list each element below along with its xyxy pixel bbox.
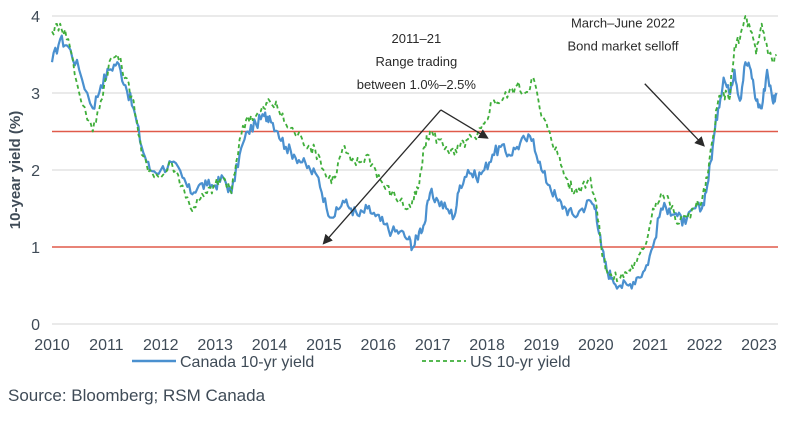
reference-lines <box>52 130 778 248</box>
series-lines <box>50 15 778 290</box>
legend-label-canada: Canada 10-yr yield <box>180 354 314 371</box>
source-note: Source: Bloomberg; RSM Canada <box>8 386 266 405</box>
x-tick-label-2016: 2016 <box>360 337 396 354</box>
y-tick-label-2: 2 <box>31 163 40 180</box>
annotation-range-arrow-1 <box>440 109 489 139</box>
y-tick-label-4: 4 <box>31 9 40 26</box>
legend-label-us: US 10-yr yield <box>470 354 570 371</box>
x-tick-label-2023: 2023 <box>741 337 777 354</box>
x-tick-label-2014: 2014 <box>252 337 288 354</box>
x-tick-label-2011: 2011 <box>89 337 124 354</box>
annotation-selloff-arrow-0 <box>644 83 705 147</box>
annotation-range-line-0: 2011–21 <box>392 31 442 46</box>
annotation-selloff-line-1: Bond market selloff <box>567 39 678 54</box>
annotations: 2011–21 Range trading between 1.0%–2.5% Mar… <box>322 16 705 245</box>
axes: 0 1 2 3 4 2010 2011 2012 2013 2014 2015 2016 2017 201… <box>31 9 777 354</box>
x-tick-label-2021: 2021 <box>632 337 668 354</box>
x-tick-label-2018: 2018 <box>469 337 505 354</box>
x-tick-label-2010: 2010 <box>34 337 70 354</box>
x-tick-label-2013: 2013 <box>197 337 233 354</box>
legend: Canada 10-yr yield US 10-yr yield <box>132 354 570 371</box>
annotation-range-line-1: Range trading <box>376 54 458 69</box>
series-line-canada <box>50 34 778 290</box>
y-tick-label-3: 3 <box>31 86 40 103</box>
x-tick-label-2015: 2015 <box>306 337 342 354</box>
x-tick-label-2017: 2017 <box>415 337 451 354</box>
y-tick-label-0: 0 <box>31 317 40 334</box>
annotation-range-line-2: between 1.0%–2.5% <box>357 77 477 92</box>
x-tick-label-2019: 2019 <box>524 337 560 354</box>
y-axis-label: 10-year yield (%) <box>7 111 24 229</box>
series-line-us <box>51 15 778 283</box>
x-tick-label-2022: 2022 <box>687 337 723 354</box>
x-tick-label-2020: 2020 <box>578 337 614 354</box>
y-tick-label-1: 1 <box>31 240 40 257</box>
x-tick-label-2012: 2012 <box>143 337 179 354</box>
annotation-selloff-line-0: March–June 2022 <box>571 16 675 31</box>
annotation-range-arrow-0 <box>322 109 442 245</box>
